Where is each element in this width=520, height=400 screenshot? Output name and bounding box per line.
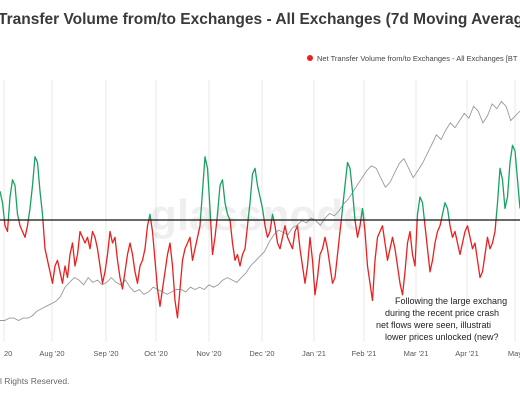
net-outflow-segment: [271, 213, 275, 221]
legend-label: Net Transfer Volume from/to Exchanges - …: [317, 54, 518, 63]
net-outflow-segment: [0, 191, 6, 221]
net-outflow-segment: [440, 202, 450, 221]
net-outflow-segment: [216, 179, 231, 221]
net-outflow-segment: [27, 156, 44, 221]
net-outflow-segment: [495, 144, 520, 221]
net-outflow-segment: [340, 161, 356, 221]
price-line: [0, 100, 520, 322]
net-outflow-segment: [199, 156, 212, 221]
x-tick-label: 20: [4, 349, 12, 358]
net-inflow-segment: [150, 219, 202, 319]
watermark: glassnode: [150, 191, 368, 240]
net-inflow-segment: [263, 219, 273, 238]
net-outflow-segment: [148, 213, 152, 221]
net-outflow-segment: [7, 179, 20, 221]
x-tick-label: Nov '20: [196, 349, 221, 358]
x-tick-label: Jan '21: [302, 349, 326, 358]
net-inflow-segment: [273, 219, 342, 296]
x-tick-label: Aug '20: [39, 349, 64, 358]
annotation-line: net flows were seen, illustrati: [376, 320, 491, 330]
net-inflow-segment: [354, 219, 362, 238]
net-inflow-segment: [229, 219, 249, 267]
net-flow-series: [0, 144, 520, 319]
net-inflow-segment: [42, 219, 150, 290]
x-tick-label: Oct '20: [144, 349, 168, 358]
chart-title: Transfer Volume from/to Exchanges - All …: [0, 11, 520, 28]
x-tick-label: Mar '21: [404, 349, 429, 358]
footer-copyright: l Rights Reserved.: [0, 376, 70, 386]
legend[interactable]: Net Transfer Volume from/to Exchanges - …: [307, 54, 518, 63]
net-outflow-segment: [247, 167, 265, 221]
x-axis-ticks: 20 Aug '20 Sep '20 Oct '20 Nov '20 Dec '…: [4, 349, 520, 358]
annotation-line: lower prices unlocked (new?: [385, 332, 499, 342]
net-inflow-segment: [18, 219, 29, 238]
annotation: Following the large exchang during the r…: [376, 296, 507, 342]
x-tick-label: Feb '21: [352, 349, 377, 358]
net-inflow-segment: [363, 219, 418, 302]
net-outflow-segment: [416, 196, 426, 221]
x-tick-label: Sep '20: [93, 349, 118, 358]
net-inflow-segment: [209, 219, 218, 256]
net-inflow-segment: [3, 219, 9, 233]
price-series: [0, 100, 520, 322]
legend-marker: [307, 55, 313, 61]
net-outflow-segment: [360, 207, 365, 221]
net-inflow-segment: [423, 219, 442, 273]
annotation-line: Following the large exchang: [395, 296, 507, 306]
annotation-line: during the recent price crash: [385, 308, 499, 318]
x-tick-label: May: [508, 349, 520, 358]
x-tick-label: Apr '21: [455, 349, 479, 358]
x-tick-label: Dec '20: [249, 349, 274, 358]
net-inflow-segment: [448, 219, 497, 279]
